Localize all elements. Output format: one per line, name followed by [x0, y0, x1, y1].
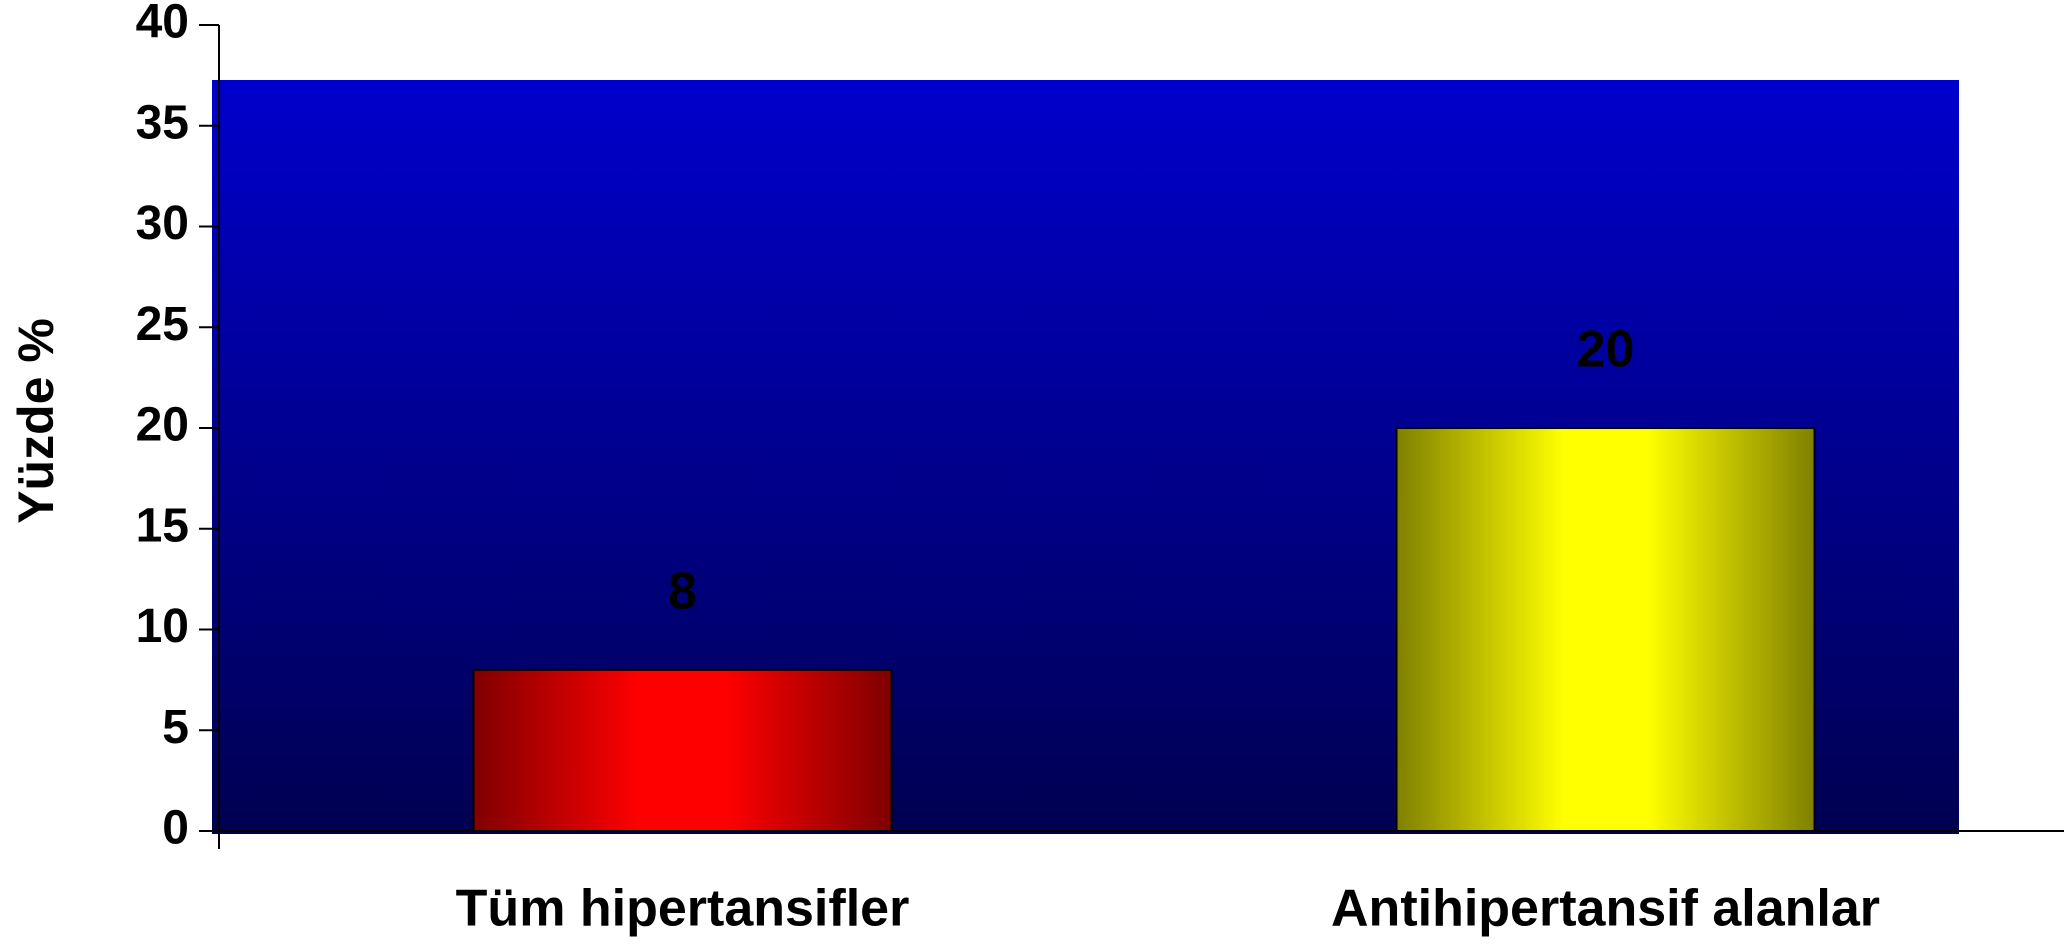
- y-tick-label: 30: [136, 197, 189, 250]
- bar-shade: [1395, 427, 1816, 832]
- y-tick-label: 15: [136, 499, 189, 552]
- x-tick-label: Tüm hipertansifler: [456, 880, 910, 938]
- y-tick-label: 0: [162, 802, 189, 855]
- x-tick-label: Antihipertansif alanlar: [1331, 880, 1880, 938]
- y-tick-label: 35: [136, 96, 189, 149]
- value-label: 20: [1577, 321, 1635, 379]
- value-label: 8: [668, 563, 697, 621]
- y-tick-label: 20: [136, 399, 189, 452]
- bar-shade: [472, 668, 893, 832]
- y-tick-label: 40: [136, 0, 189, 49]
- y-tick-label: 10: [136, 600, 189, 653]
- y-axis-label: Yüzde %: [8, 318, 64, 524]
- y-tick-label: 25: [136, 298, 189, 351]
- y-tick-label: 5: [162, 701, 189, 754]
